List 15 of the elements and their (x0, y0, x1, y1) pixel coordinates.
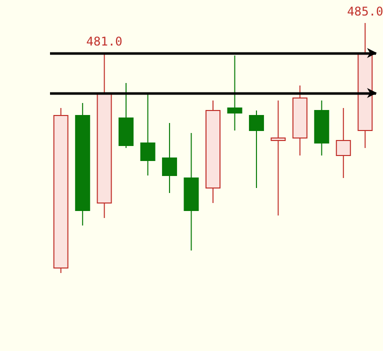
candlestick (162, 122, 178, 194)
candlestick (336, 108, 351, 178)
annotation: 481.0 (86, 34, 122, 48)
candlestick (184, 132, 199, 251)
candlestick (75, 102, 90, 226)
candlestick (314, 100, 330, 156)
candlestick (248, 110, 264, 188)
candlestick (270, 100, 286, 216)
candlestick (206, 100, 220, 204)
candlestick (292, 85, 308, 156)
candlestick (227, 55, 242, 131)
annotation: 485.0 (347, 4, 383, 18)
candlestick (140, 92, 156, 176)
candlestick (53, 108, 68, 274)
candlestick (96, 52, 112, 218)
